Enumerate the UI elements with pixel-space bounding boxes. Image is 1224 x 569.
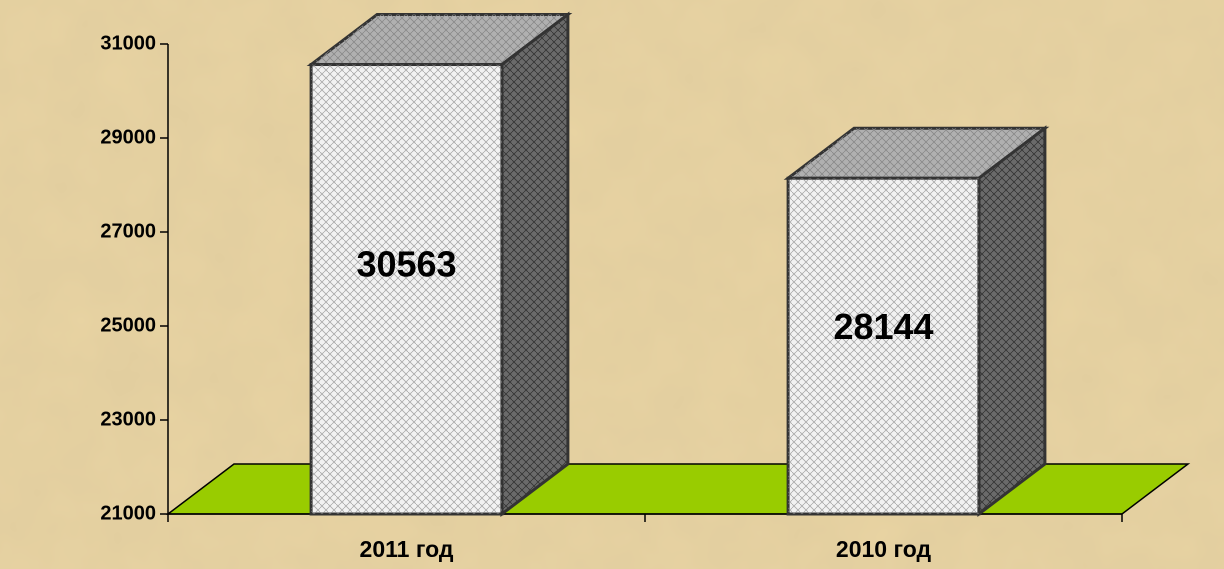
data-label: 28144: [833, 306, 933, 347]
y-tick-label: 25000: [100, 314, 156, 336]
y-tick-label: 21000: [100, 502, 156, 524]
y-tick-label: 29000: [100, 126, 156, 148]
bar-top-texture: [788, 128, 1045, 179]
bar-side-texture: [501, 14, 568, 514]
bar-top-texture: [311, 14, 568, 65]
bar-side-texture: [978, 128, 1045, 514]
y-tick-label: 23000: [100, 408, 156, 430]
y-tick-label: 27000: [100, 220, 156, 242]
y-tick-label: 31000: [100, 32, 156, 54]
x-tick-label: 2010 год: [836, 536, 932, 562]
x-tick-label: 2011 год: [360, 536, 454, 562]
data-label: 30563: [356, 243, 456, 284]
bar-texture: [311, 64, 502, 514]
bar-texture: [788, 178, 979, 514]
